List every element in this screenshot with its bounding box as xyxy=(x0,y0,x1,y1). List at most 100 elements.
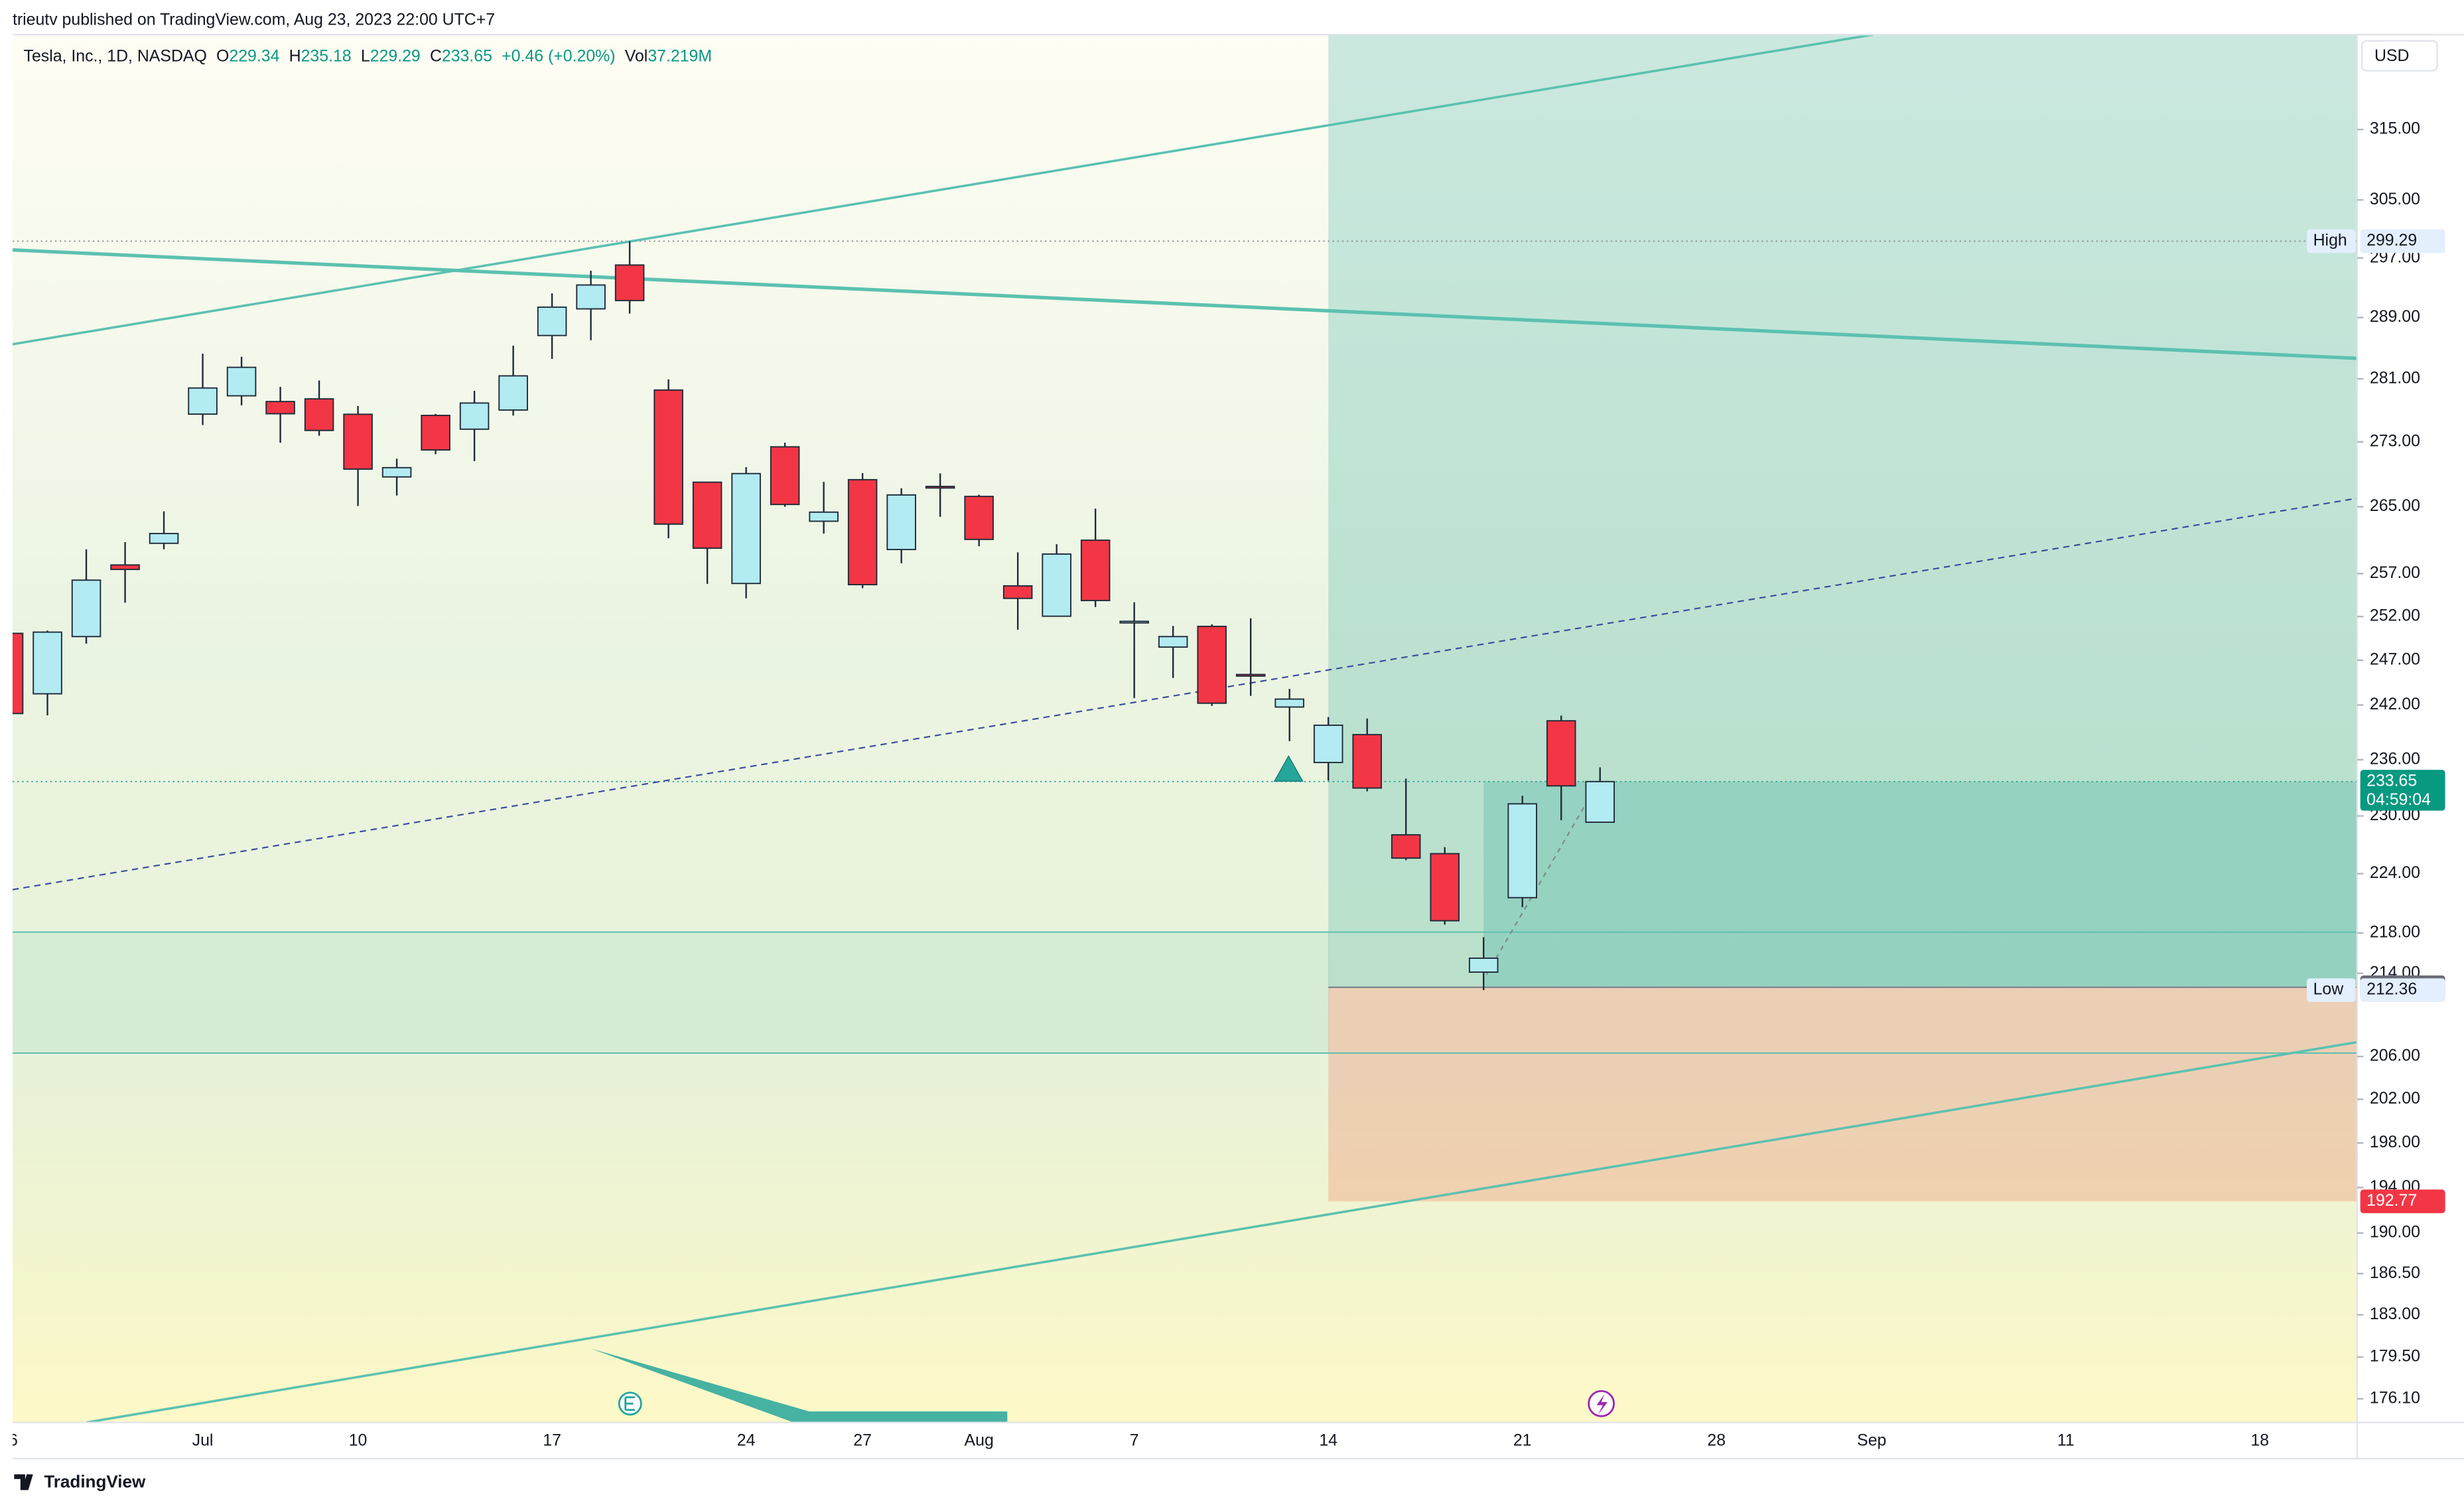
y-tick-label: 281.00 xyxy=(2370,368,2420,387)
y-tick-label: 289.00 xyxy=(2370,307,2420,326)
stop-price: 192.77 xyxy=(2366,1191,2417,1210)
x-tick-label: 7 xyxy=(1130,1431,1139,1450)
footer: TradingView xyxy=(44,1472,146,1492)
channel-line xyxy=(86,1040,2357,1423)
o-label: O xyxy=(216,46,229,65)
low-tag-box xyxy=(2307,978,2356,1002)
c-value: 233.65 xyxy=(442,46,492,65)
y-tick-label: 236.00 xyxy=(2370,749,2420,768)
plot-background xyxy=(12,35,2357,1423)
candle-body xyxy=(847,478,878,586)
currency-box[interactable] xyxy=(2361,40,2438,72)
legend: Tesla, Inc., 1D, NASDAQ O229.34 H235.18 L22… xyxy=(24,46,713,65)
candle-body xyxy=(381,466,412,478)
candle-body xyxy=(809,511,839,522)
y-tick-label: 315.00 xyxy=(2370,119,2420,138)
high-price: 299.29 xyxy=(2366,231,2417,250)
y-tick-label: 273.00 xyxy=(2370,431,2420,450)
candle-body xyxy=(459,402,490,430)
y-tick-label: 198.00 xyxy=(2370,1133,2420,1151)
last-price-box xyxy=(2360,770,2445,811)
currency: USD xyxy=(2374,46,2410,65)
event-icon-glyph xyxy=(1596,1394,1608,1415)
candle-body xyxy=(1119,620,1149,624)
candle-body xyxy=(1585,780,1615,824)
y-tick-label: 218.00 xyxy=(2370,922,2420,941)
candle-body xyxy=(925,486,955,489)
candle-body xyxy=(71,579,102,638)
position-zones xyxy=(12,35,2357,1202)
y-tick-label: 202.00 xyxy=(2370,1089,2420,1108)
candle-body xyxy=(33,631,62,695)
candle-body xyxy=(421,415,450,451)
candle-body xyxy=(110,564,140,571)
y-tick-label: 179.50 xyxy=(2370,1347,2420,1366)
channel-line xyxy=(12,35,1874,346)
candle-body xyxy=(149,533,179,544)
candle-body xyxy=(1352,734,1382,789)
candle-body xyxy=(343,413,373,470)
x-tick-label: 11 xyxy=(2057,1431,2075,1450)
y-tick-label: 242.00 xyxy=(2370,695,2420,713)
dashed-line xyxy=(12,497,2357,891)
earnings-icon-glyph xyxy=(624,1396,635,1411)
candle-body xyxy=(265,401,295,415)
candle-body xyxy=(1235,674,1266,677)
last-price: 233.65 xyxy=(2366,771,2417,790)
candle-body xyxy=(692,481,722,549)
candle-body xyxy=(1080,539,1111,601)
y-tick-label: 206.00 xyxy=(2370,1046,2420,1065)
candle-body xyxy=(614,264,645,301)
candle-body xyxy=(1468,958,1499,973)
x-tick-label: Aug xyxy=(965,1431,994,1450)
candle-body xyxy=(770,446,800,506)
candle-body xyxy=(576,284,606,310)
signal-triangle xyxy=(1273,754,1304,782)
candle-body xyxy=(188,387,218,415)
y-tick-label: 186.50 xyxy=(2370,1263,2420,1282)
candle-body xyxy=(1546,720,1576,787)
header: trieutv published on TradingView.com, Au… xyxy=(13,10,495,29)
vol-label: Vol xyxy=(625,46,648,65)
candle-body xyxy=(886,494,916,551)
vol-value: 37.219M xyxy=(648,46,712,65)
c-label: C xyxy=(430,46,442,65)
candle-body xyxy=(1313,724,1343,764)
y-tick-label: 257.00 xyxy=(2370,563,2420,582)
x-tick-label: Jul xyxy=(192,1431,214,1450)
x-tick-label: 21 xyxy=(1513,1431,1532,1450)
candles xyxy=(12,241,1615,991)
candle-body xyxy=(1197,625,1227,704)
trend-line xyxy=(12,248,2357,360)
x-tick-label: 26 xyxy=(0,1431,18,1450)
y-tick-label: 224.00 xyxy=(2370,863,2420,882)
candle-body xyxy=(964,496,994,540)
y-tick-label: 265.00 xyxy=(2370,496,2420,515)
y-tick-label: 190.00 xyxy=(2370,1223,2420,1242)
x-tick-label: 10 xyxy=(349,1431,368,1450)
x-tick-label: 17 xyxy=(543,1431,561,1450)
candle-body xyxy=(226,366,257,397)
target-zone xyxy=(1328,35,2357,987)
candle-body xyxy=(1430,853,1460,922)
o-value: 229.34 xyxy=(229,46,279,65)
high-price-box xyxy=(2360,229,2445,253)
price-tags: High299.29233.6504:59:04212.64Low212.361… xyxy=(2307,229,2445,1214)
candle-body xyxy=(304,398,334,431)
low-price-box xyxy=(2360,978,2445,1002)
candle-body xyxy=(1391,834,1421,859)
x-tick-label: 14 xyxy=(1319,1431,1337,1450)
candle-body xyxy=(1274,698,1304,708)
candle-body xyxy=(12,632,24,715)
plot-area xyxy=(12,35,2357,1423)
candle-body xyxy=(731,472,761,585)
low-tag: Low xyxy=(2313,980,2345,999)
open-zone xyxy=(1483,781,2357,987)
x-tick-label: 27 xyxy=(853,1431,872,1450)
h-value: 235.18 xyxy=(301,46,352,65)
y-tick-label: 183.00 xyxy=(2370,1305,2420,1323)
x-tick-label: 18 xyxy=(2250,1431,2269,1450)
band xyxy=(12,932,1330,1053)
